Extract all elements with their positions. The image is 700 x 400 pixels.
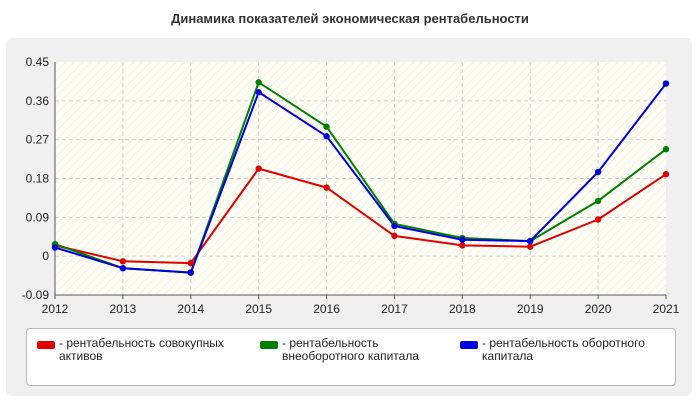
legend-label: - рентабельность оборотного: [482, 336, 645, 350]
chart-title: Динамика показателей экономическая рента…: [171, 11, 529, 26]
data-point: [527, 237, 534, 245]
x-tick-label: 2012: [42, 302, 69, 316]
legend-swatch-red: [37, 341, 55, 349]
y-tick-label: 0.18: [26, 172, 50, 186]
data-point: [662, 145, 670, 153]
y-tick-labels: -0.09 0 0.09 0.18 0.27 0.36 0.45: [22, 55, 50, 302]
data-point: [255, 89, 262, 96]
data-point: [323, 184, 330, 191]
data-point: [459, 236, 466, 243]
data-point: [187, 259, 194, 267]
x-tick-label: 2014: [177, 302, 204, 316]
data-point: [255, 79, 262, 86]
axes: [54, 62, 667, 299]
data-point: [527, 243, 534, 250]
data-point: [323, 123, 330, 130]
data-point: [662, 80, 670, 87]
x-tick-label: 2021: [653, 302, 680, 316]
y-tick-label: 0.27: [26, 133, 50, 147]
x-tick-label: 2018: [449, 302, 476, 316]
legend-swatch-blue: [460, 341, 478, 349]
data-point: [594, 197, 602, 205]
data-point: [459, 242, 466, 249]
legend-label: - рентабельность совокупных: [59, 336, 224, 350]
data-point: [119, 258, 127, 265]
data-point: [391, 222, 398, 230]
x-tick-label: 2015: [245, 302, 272, 316]
series-line: [54, 82, 667, 274]
x-tick-label: 2019: [517, 302, 544, 316]
x-tick-label: 2020: [585, 302, 612, 316]
series-line: [54, 167, 667, 265]
data-point: [594, 216, 602, 223]
y-tick-label: 0.45: [26, 55, 50, 69]
series-points: [51, 79, 670, 276]
series-lines: [54, 81, 667, 274]
y-tick-label: 0.36: [26, 94, 50, 108]
data-point: [662, 170, 670, 178]
y-tick-label: 0.09: [26, 210, 50, 224]
x-tick-label: 2016: [313, 302, 340, 316]
data-point: [594, 168, 602, 176]
y-tick-label: -0.09: [22, 288, 50, 302]
x-tick-labels: 2012 2013 2014 2015 2016 2017 2018 2019 2020 2021: [42, 302, 680, 316]
grid-lines: [55, 62, 666, 295]
data-point: [51, 244, 59, 251]
x-tick-label: 2013: [110, 302, 137, 316]
data-point: [391, 232, 398, 240]
data-point: [323, 133, 330, 140]
data-point: [187, 269, 194, 276]
legend-label: активов: [59, 349, 103, 363]
legend-label: - рентабельность: [282, 336, 379, 350]
x-tick-label: 2017: [381, 302, 408, 316]
y-tick-label: 0: [42, 249, 49, 263]
data-point: [255, 165, 262, 172]
legend-label: внеоборотного капитала: [282, 349, 419, 363]
legend-swatch-green: [260, 341, 278, 349]
data-point: [119, 265, 127, 272]
chart-legend: - рентабельность совокупных активов - ре…: [26, 328, 676, 386]
legend-label: капитала: [482, 349, 534, 363]
